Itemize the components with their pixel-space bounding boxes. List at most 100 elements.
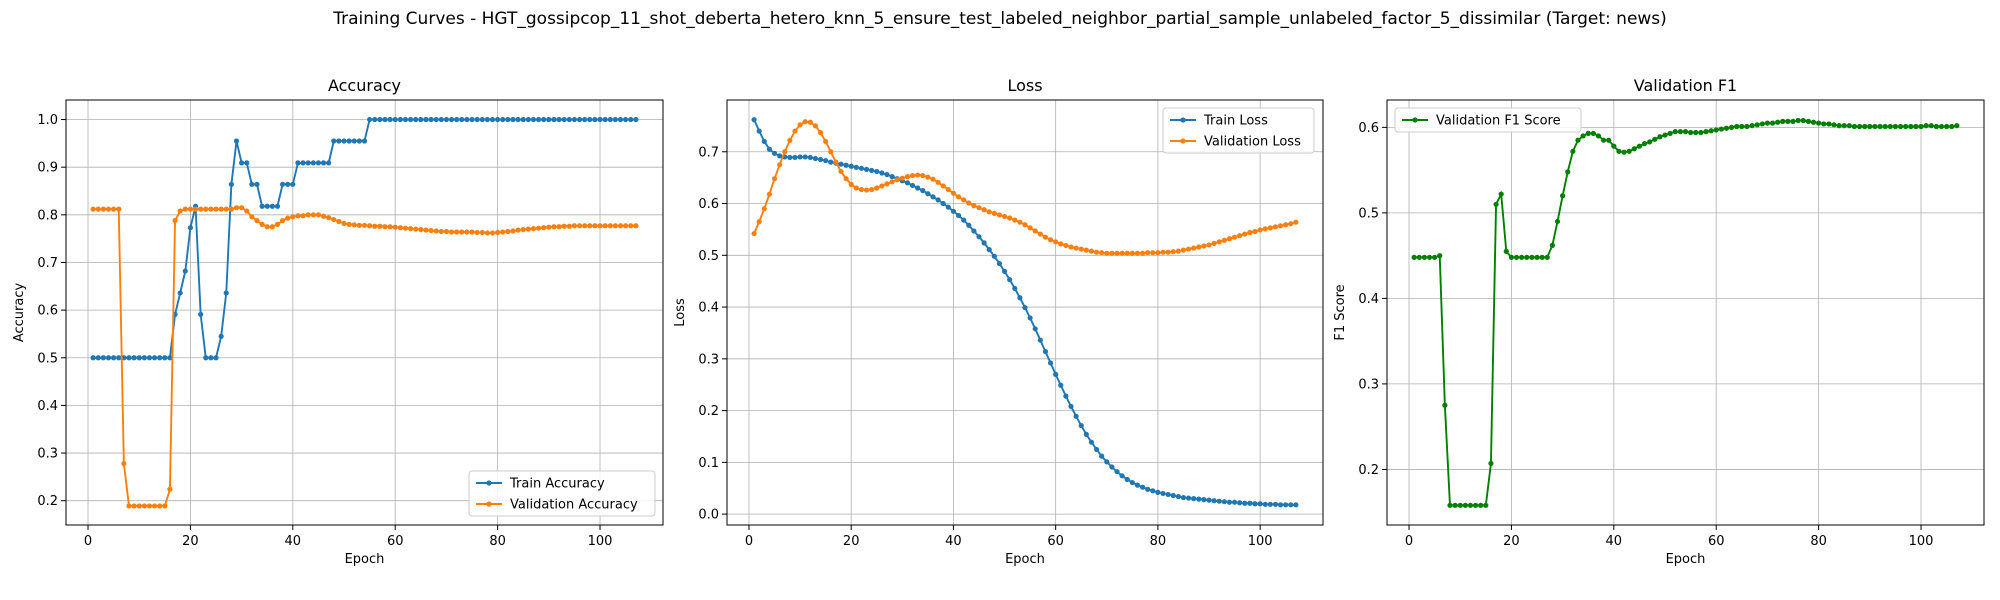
data-point	[597, 116, 603, 123]
data-point	[1795, 117, 1801, 124]
data-point	[940, 183, 946, 189]
data-point	[1180, 247, 1187, 253]
data-point	[1933, 123, 1939, 130]
data-point	[1913, 123, 1919, 130]
data-point	[418, 116, 424, 123]
data-point	[777, 162, 783, 168]
data-point	[879, 170, 885, 176]
data-point	[1124, 476, 1130, 483]
data-point	[213, 355, 219, 361]
data-point	[146, 355, 153, 361]
data-point	[1887, 123, 1893, 130]
data-point	[1078, 246, 1084, 252]
x-tick-label: 20	[843, 534, 860, 549]
data-point	[1816, 120, 1822, 126]
data-point	[1483, 502, 1489, 508]
x-tick-label: 60	[387, 534, 404, 549]
data-point	[1457, 502, 1463, 508]
data-point	[996, 212, 1003, 218]
data-point	[761, 138, 767, 145]
data-point	[1411, 254, 1417, 260]
y-tick-label: 0.4	[1358, 292, 1379, 307]
legend-swatch-marker	[1180, 138, 1186, 144]
data-point	[1093, 249, 1100, 255]
legend-box	[1162, 107, 1315, 154]
legend-box	[1394, 107, 1582, 133]
data-point	[1565, 169, 1571, 175]
data-point	[843, 162, 849, 168]
data-point	[392, 116, 398, 123]
x-tick-label: 100	[588, 534, 613, 549]
legend-swatch-marker	[486, 480, 492, 486]
data-point	[320, 213, 327, 219]
axes-frame	[65, 99, 664, 526]
data-point	[1242, 500, 1248, 506]
data-point	[817, 130, 824, 136]
data-point	[807, 119, 813, 125]
data-point	[1231, 499, 1238, 505]
data-point	[279, 181, 286, 187]
data-point	[1877, 123, 1883, 130]
series-line	[93, 206, 636, 507]
y-tick-label: 0.6	[1358, 121, 1379, 136]
data-point	[612, 223, 618, 229]
data-point	[1257, 227, 1263, 233]
data-point	[935, 179, 941, 185]
data-point	[571, 116, 578, 123]
data-point	[1073, 245, 1079, 251]
legend-swatch-marker	[1412, 117, 1418, 123]
data-point	[1600, 137, 1607, 143]
data-point	[244, 160, 250, 166]
data-point	[285, 215, 291, 221]
data-point	[802, 119, 808, 125]
x-tick-label: 40	[1606, 534, 1623, 549]
data-point	[530, 226, 537, 232]
data-point	[397, 225, 403, 231]
data-point	[812, 123, 819, 129]
data-point	[582, 223, 588, 229]
data-point	[402, 225, 409, 231]
data-point	[177, 290, 183, 296]
data-point	[1488, 460, 1494, 467]
data-point	[387, 224, 393, 230]
y-tick-label: 0.7	[37, 256, 58, 271]
data-point	[976, 205, 982, 211]
data-point	[1903, 123, 1909, 130]
data-point	[966, 222, 972, 228]
data-point	[116, 206, 122, 212]
data-point	[535, 225, 542, 231]
data-point	[961, 197, 967, 203]
data-point	[1114, 250, 1120, 256]
data-point	[971, 228, 977, 234]
data-point	[566, 223, 572, 229]
data-point	[1442, 402, 1448, 408]
panel-accuracy: 0 20 40 60 80 100 0.2 0.3 0.4 0.5 0.6 0.7 0.8 0.9 1.0 A…	[12, 76, 664, 567]
data-point	[1119, 250, 1125, 256]
data-point	[228, 181, 234, 187]
data-point	[126, 355, 132, 361]
y-tick-label: 0.0	[698, 508, 719, 523]
data-point	[1472, 502, 1479, 508]
data-point	[904, 174, 911, 180]
data-point	[1698, 129, 1704, 136]
data-point	[541, 225, 547, 231]
data-point	[797, 122, 803, 128]
data-point	[751, 230, 757, 237]
data-point	[1216, 239, 1222, 245]
data-point	[777, 153, 783, 159]
data-point	[274, 221, 281, 227]
data-point	[351, 222, 357, 228]
data-point	[438, 116, 444, 123]
data-point	[244, 208, 250, 214]
data-point	[848, 163, 854, 169]
data-point	[187, 225, 194, 231]
legend-entry: Validation F1 Score	[1436, 114, 1561, 129]
data-point	[1175, 493, 1181, 500]
data-point	[1191, 245, 1197, 251]
x-tick-label: 40	[285, 534, 302, 549]
data-point	[1785, 118, 1791, 124]
data-point	[1856, 123, 1863, 130]
data-point	[1708, 128, 1714, 134]
data-point	[1519, 254, 1525, 260]
data-point	[1283, 502, 1289, 508]
